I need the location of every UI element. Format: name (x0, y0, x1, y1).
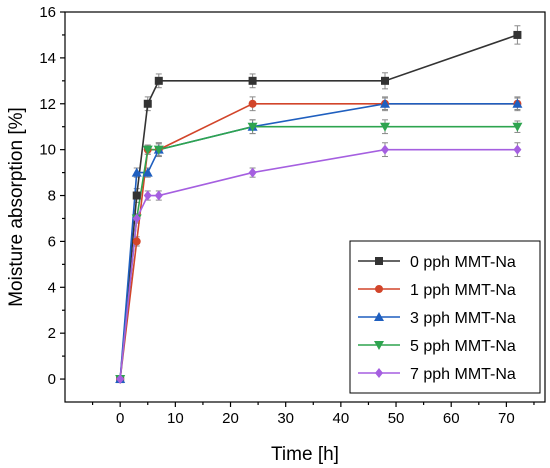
data-point-0 (513, 30, 522, 39)
data-point-0 (132, 191, 141, 200)
data-point-4 (116, 374, 125, 385)
x-tick-label: 30 (277, 410, 294, 427)
data-point-2 (142, 167, 153, 177)
y-tick-label: 4 (48, 279, 56, 296)
y-tick-label: 16 (39, 4, 56, 21)
legend-label: 3 pph MMT-Na (410, 310, 516, 327)
legend-marker (374, 341, 384, 350)
y-tick-label: 2 (48, 325, 56, 342)
legend-label: 7 pph MMT-Na (410, 366, 516, 383)
legend-label: 5 pph MMT-Na (410, 338, 516, 355)
y-tick-label: 14 (39, 50, 56, 67)
x-tick-label: 60 (443, 410, 460, 427)
x-axis-label: Time [h] (271, 444, 339, 465)
data-point-3 (380, 122, 390, 132)
x-tick-label: 50 (388, 410, 405, 427)
data-point-3 (153, 145, 164, 155)
tick-labels: 0 10 20 30 40 50 60 70 0 2 4 6 8 10 12 14 16 (39, 4, 514, 427)
series-markers (115, 30, 523, 385)
y-axis-label: Moisture absorption [%] (6, 107, 27, 307)
legend: 0 pph MMT-Na 1 pph MMT-Na 3 pph MMT-Na 5 pp… (349, 240, 541, 394)
legend-label: 0 pph MMT-Na (410, 254, 516, 271)
data-point-4 (381, 144, 389, 155)
x-tick-label: 70 (498, 410, 515, 427)
y-tick-label: 0 (48, 371, 56, 388)
plot-frame (64, 11, 546, 403)
data-point-1 (132, 237, 141, 246)
y-tick-label: 6 (48, 233, 56, 250)
data-point-2 (512, 98, 523, 108)
y-tick-label: 10 (39, 142, 56, 159)
data-point-4 (132, 213, 141, 224)
x-tick-label: 20 (222, 410, 239, 427)
y-tick-label: 12 (39, 96, 56, 113)
data-point-0 (143, 99, 152, 108)
data-point-4 (513, 144, 522, 155)
data-point-4 (154, 190, 163, 201)
data-point-0 (154, 76, 163, 85)
data-point-2 (131, 167, 142, 177)
y-tick-label: 8 (48, 188, 56, 205)
axes (60, 11, 546, 407)
x-tick-label: 10 (167, 410, 184, 427)
data-point-4 (143, 190, 152, 201)
data-point-3 (142, 145, 153, 155)
data-point-0 (248, 76, 257, 85)
legend-label: 1 pph MMT-Na (410, 282, 516, 299)
legend-marker (375, 257, 383, 265)
data-point-1 (248, 99, 257, 108)
legend-marker (375, 285, 383, 293)
x-tick-label: 40 (333, 410, 350, 427)
data-point-3 (512, 122, 523, 132)
data-point-4 (248, 167, 257, 178)
x-tick-label: 0 (116, 410, 124, 427)
data-point-0 (381, 76, 389, 85)
data-point-2 (380, 98, 390, 108)
data-point-3 (247, 122, 258, 132)
legend-marker (375, 368, 383, 378)
legend-marker (374, 312, 384, 321)
